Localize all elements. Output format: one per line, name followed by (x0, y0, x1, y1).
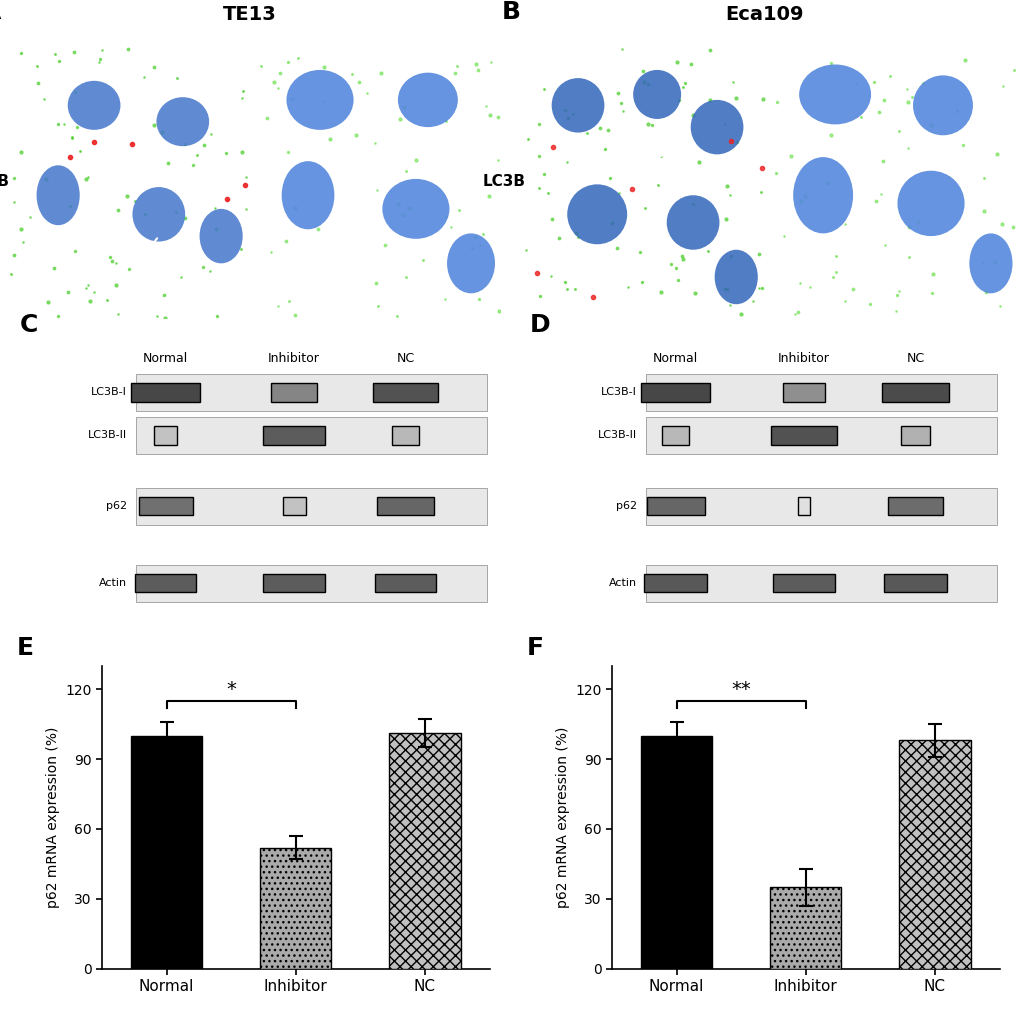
Text: Normal: Normal (143, 352, 189, 365)
FancyBboxPatch shape (376, 497, 434, 516)
Y-axis label: p62 mRNA expression (%): p62 mRNA expression (%) (555, 726, 569, 908)
Ellipse shape (200, 209, 243, 263)
Bar (260, 848, 331, 969)
Ellipse shape (690, 100, 743, 154)
Ellipse shape (382, 179, 449, 239)
Text: NC: NC (396, 352, 414, 365)
Ellipse shape (799, 65, 870, 124)
Text: *: * (226, 679, 236, 698)
FancyBboxPatch shape (136, 565, 486, 601)
Bar (769, 887, 841, 969)
Ellipse shape (897, 171, 964, 236)
Text: p62: p62 (106, 501, 127, 512)
Text: Inhibitor: Inhibitor (777, 352, 829, 365)
Text: LC3B-I: LC3B-I (600, 387, 637, 398)
FancyBboxPatch shape (900, 426, 929, 445)
Bar (130, 736, 202, 969)
Bar (899, 741, 970, 969)
Ellipse shape (132, 187, 185, 241)
Bar (641, 736, 711, 969)
FancyBboxPatch shape (372, 383, 438, 402)
Text: p62: p62 (615, 501, 637, 512)
Ellipse shape (714, 249, 757, 304)
FancyBboxPatch shape (770, 426, 837, 445)
Text: Actin: Actin (608, 578, 637, 588)
FancyBboxPatch shape (136, 487, 486, 525)
FancyBboxPatch shape (271, 383, 317, 402)
Text: LC3B-II: LC3B-II (597, 431, 637, 440)
Text: LC3B: LC3B (482, 175, 525, 189)
Text: D: D (530, 313, 550, 337)
FancyBboxPatch shape (772, 574, 835, 592)
Text: E: E (16, 636, 34, 660)
Text: B: B (501, 0, 520, 23)
FancyBboxPatch shape (136, 374, 486, 411)
FancyBboxPatch shape (263, 426, 325, 445)
Text: F: F (526, 636, 543, 660)
FancyBboxPatch shape (645, 417, 996, 454)
Ellipse shape (156, 97, 209, 146)
Ellipse shape (666, 195, 718, 249)
FancyBboxPatch shape (783, 383, 824, 402)
Ellipse shape (912, 76, 972, 135)
Ellipse shape (968, 233, 1012, 294)
FancyBboxPatch shape (883, 574, 947, 592)
Ellipse shape (286, 70, 354, 130)
Y-axis label: p62 mRNA expression (%): p62 mRNA expression (%) (46, 726, 59, 908)
FancyBboxPatch shape (887, 497, 943, 516)
FancyBboxPatch shape (136, 417, 486, 454)
Text: Inhibitor: Inhibitor (268, 352, 320, 365)
Ellipse shape (793, 157, 852, 233)
FancyBboxPatch shape (263, 574, 325, 592)
Ellipse shape (551, 78, 604, 132)
FancyBboxPatch shape (661, 426, 689, 445)
Text: LC3B-I: LC3B-I (91, 387, 127, 398)
FancyBboxPatch shape (798, 497, 809, 516)
Ellipse shape (37, 165, 79, 225)
Text: Eca109: Eca109 (726, 5, 803, 23)
FancyBboxPatch shape (374, 574, 436, 592)
FancyBboxPatch shape (154, 426, 177, 445)
Ellipse shape (281, 161, 334, 229)
Text: NC: NC (906, 352, 923, 365)
Ellipse shape (397, 73, 458, 127)
FancyBboxPatch shape (645, 374, 996, 411)
Text: **: ** (731, 679, 750, 698)
Text: Normal: Normal (652, 352, 698, 365)
FancyBboxPatch shape (282, 497, 306, 516)
Ellipse shape (67, 81, 120, 130)
FancyBboxPatch shape (645, 487, 996, 525)
FancyBboxPatch shape (139, 497, 193, 516)
FancyBboxPatch shape (643, 574, 706, 592)
FancyBboxPatch shape (640, 383, 709, 402)
FancyBboxPatch shape (130, 383, 200, 402)
FancyBboxPatch shape (135, 574, 197, 592)
FancyBboxPatch shape (880, 383, 949, 402)
Text: C: C (20, 313, 39, 337)
Text: TE13: TE13 (223, 5, 276, 23)
Bar (389, 734, 460, 969)
Ellipse shape (633, 70, 681, 119)
Text: Actin: Actin (99, 578, 127, 588)
Ellipse shape (567, 185, 627, 244)
Text: LC3B: LC3B (0, 175, 10, 189)
FancyBboxPatch shape (391, 426, 419, 445)
Text: LC3B-II: LC3B-II (88, 431, 127, 440)
FancyBboxPatch shape (646, 497, 704, 516)
Ellipse shape (446, 233, 494, 294)
FancyBboxPatch shape (645, 565, 996, 601)
